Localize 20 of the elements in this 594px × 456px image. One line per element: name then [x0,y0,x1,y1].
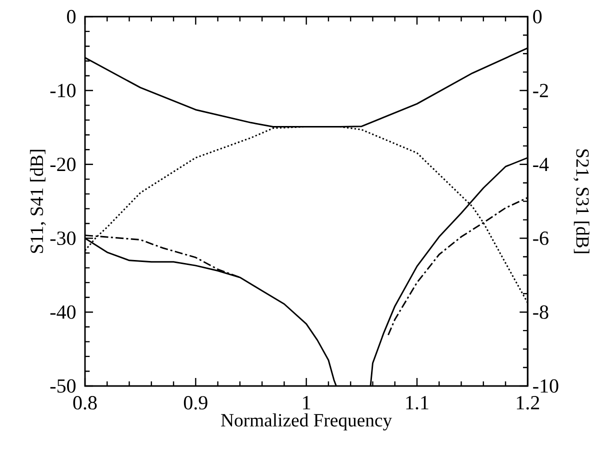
y-tick-label: -50 [50,379,76,393]
x-axis-title: Normalized Frequency [221,413,392,430]
x-tick-label: 1.1 [406,396,428,410]
y2-tick-label: 0 [533,10,542,24]
x-tick-label: 0.9 [184,396,208,410]
y-tick-label: -40 [50,305,76,319]
y-tick-label: -30 [50,232,76,245]
y-tick-label: -10 [50,84,76,98]
x-tick-label: 1.2 [516,396,540,410]
y2-tick-label: -8 [533,305,548,319]
y-tick-label: -20 [50,158,76,172]
y-axis-title: S11, S41 [dB] [30,150,46,253]
y2-tick-label: -4 [533,158,549,171]
y-tick-label: 0 [67,10,76,24]
y2-axis-title: S21, S31 [dB] [574,149,590,254]
x-tick-label: 1 [303,396,310,410]
y2-tick-label: -2 [533,84,548,98]
y2-tick-label: -6 [533,232,548,245]
y2-tick-label: -10 [533,379,558,393]
x-tick-label: 0.8 [73,396,97,410]
